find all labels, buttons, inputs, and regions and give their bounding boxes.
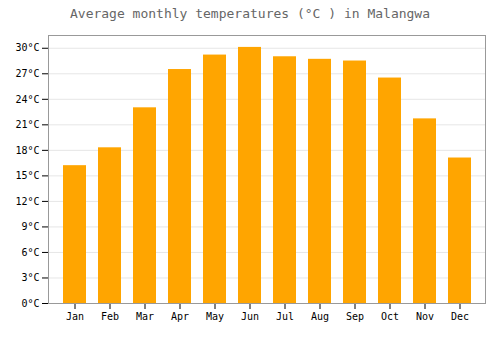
svg-text:15°C: 15°C	[15, 170, 39, 181]
svg-text:30°C: 30°C	[15, 42, 39, 53]
svg-text:6°C: 6°C	[21, 247, 39, 258]
svg-text:Feb: Feb	[101, 311, 119, 322]
html-text:Average monthly temperatures (: Average monthly temperatures (°C ) in Ma…	[70, 6, 430, 21]
svg-text:Sep: Sep	[346, 311, 364, 322]
svg-text:12°C: 12°C	[15, 196, 39, 207]
svg-text:Jul: Jul	[276, 311, 294, 322]
svg-text:18°C: 18°C	[15, 145, 39, 156]
svg-text:Nov: Nov	[416, 311, 434, 322]
svg-text:24°C: 24°C	[15, 94, 39, 105]
svg-text:Jun: Jun	[241, 311, 259, 322]
svg-text:May: May	[206, 311, 224, 322]
svg-text:Mar: Mar	[136, 311, 154, 322]
svg-text:0°C: 0°C	[21, 298, 39, 309]
svg-text:9°C: 9°C	[21, 221, 39, 232]
svg-text:21°C: 21°C	[15, 119, 39, 130]
svg-text:Dec: Dec	[451, 311, 469, 322]
svg-text:Oct: Oct	[381, 311, 399, 322]
svg-text:Aug: Aug	[311, 311, 329, 322]
svg-text:Apr: Apr	[171, 311, 189, 322]
svg-text:Jan: Jan	[66, 311, 84, 322]
svg-text:27°C: 27°C	[15, 68, 39, 79]
svg-text:3°C: 3°C	[21, 272, 39, 283]
